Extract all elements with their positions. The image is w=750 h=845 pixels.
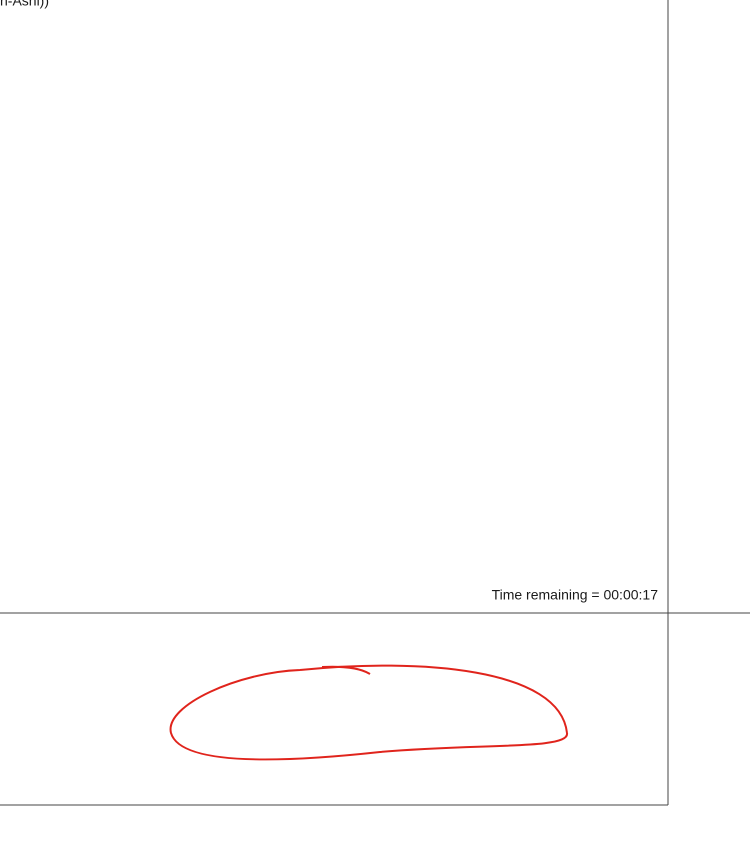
chart-title: n-Ashi))	[0, 0, 49, 9]
time-remaining: Time remaining = 00:00:17	[492, 587, 659, 603]
hand-drawn-ellipse	[169, 664, 568, 761]
